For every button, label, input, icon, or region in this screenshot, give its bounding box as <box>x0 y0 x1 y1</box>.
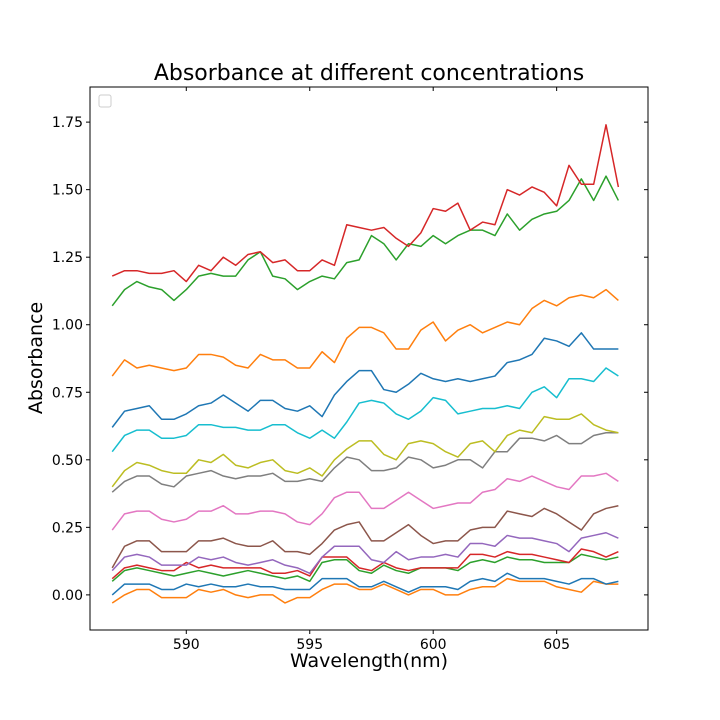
series-line-8 <box>111 432 619 493</box>
x-tick-label: 595 <box>296 637 323 653</box>
ticks-layer: 590 595 600 605 0.00 0.25 0.50 0.75 1.00 1.25 1.50… <box>52 87 648 653</box>
y-tick-label: 0.00 <box>52 588 83 604</box>
series-line-1 <box>111 577 619 604</box>
series-line-3 <box>111 553 619 583</box>
x-tick-label: 605 <box>543 637 570 653</box>
series-line-12 <box>111 288 619 377</box>
y-tick-label: 0.25 <box>52 520 83 536</box>
y-tick-label: 1.00 <box>52 318 83 334</box>
series-line-14 <box>111 124 620 283</box>
y-tick-label: 0.75 <box>52 385 83 401</box>
y-tick-label: 1.75 <box>52 115 83 131</box>
series-layer <box>111 124 620 604</box>
x-tick-label: 600 <box>420 637 447 653</box>
y-tick-label: 1.50 <box>52 183 83 199</box>
series-line-11 <box>111 332 619 428</box>
x-axis-label: Wavelength(nm) <box>290 650 448 672</box>
y-tick-label: 0.50 <box>52 453 83 469</box>
series-line-9 <box>111 413 619 488</box>
series-line-5 <box>111 532 619 575</box>
x-tick-label: 590 <box>173 637 200 653</box>
legend-box <box>98 94 112 108</box>
series-line-6 <box>111 504 619 569</box>
series-line-2 <box>111 572 619 596</box>
plot-frame <box>89 86 649 631</box>
series-line-7 <box>111 472 619 531</box>
series-line-4 <box>111 548 619 580</box>
chart-title: Absorbance at different concentrations <box>154 61 584 86</box>
y-tick-label: 1.25 <box>52 250 83 266</box>
series-line-13 <box>111 175 620 307</box>
series-line-10 <box>111 367 619 453</box>
y-axis-label: Absorbance <box>25 302 47 414</box>
